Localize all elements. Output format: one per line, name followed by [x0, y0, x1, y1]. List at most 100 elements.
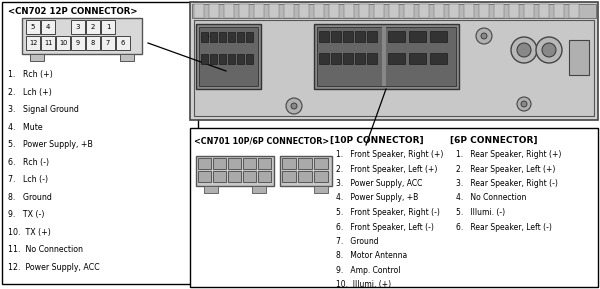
Circle shape	[542, 43, 556, 57]
Text: 7.   Lch (-): 7. Lch (-)	[8, 175, 48, 184]
Text: 11.  No Connection: 11. No Connection	[8, 245, 83, 254]
Bar	[228, 171, 241, 182]
Text: 10: 10	[59, 40, 67, 46]
Text: 7: 7	[248, 174, 251, 179]
Bar	[228, 54, 235, 64]
Text: 1.   Rch (+): 1. Rch (+)	[8, 70, 53, 79]
Bar	[298, 158, 312, 169]
Text: 7.   Ground: 7. Ground	[336, 237, 379, 246]
Text: 3: 3	[233, 161, 236, 166]
Bar	[26, 20, 40, 34]
Bar	[359, 4, 369, 18]
Bar	[343, 53, 353, 64]
Bar	[22, 18, 142, 54]
Bar	[86, 36, 100, 50]
Bar	[237, 32, 244, 42]
Bar	[367, 31, 377, 42]
Bar	[449, 4, 459, 18]
Bar	[343, 31, 353, 42]
Bar	[388, 53, 405, 64]
Bar	[299, 4, 309, 18]
Bar	[41, 20, 55, 34]
Text: 3: 3	[76, 24, 80, 30]
Bar	[101, 20, 115, 34]
Text: 4: 4	[46, 24, 50, 30]
Text: 3: 3	[287, 161, 290, 166]
Bar	[319, 53, 329, 64]
Text: 2.   Rear Speaker, Left (+): 2. Rear Speaker, Left (+)	[456, 164, 556, 173]
Text: 11: 11	[44, 40, 52, 46]
Bar	[382, 27, 386, 86]
Bar	[404, 4, 414, 18]
Text: 2: 2	[304, 161, 307, 166]
Text: [10P CONNECTOR]: [10P CONNECTOR]	[330, 136, 424, 145]
Text: 6.   Front Speaker, Left (-): 6. Front Speaker, Left (-)	[336, 223, 434, 231]
Text: 2.   Front Speaker, Left (+): 2. Front Speaker, Left (+)	[336, 164, 437, 173]
Bar	[86, 20, 100, 34]
Bar	[192, 4, 596, 18]
Bar	[389, 4, 399, 18]
Bar	[355, 53, 365, 64]
Bar	[228, 32, 235, 42]
Text: [6P CONNECTOR]: [6P CONNECTOR]	[450, 136, 538, 145]
Bar	[246, 54, 253, 64]
Text: 9.   Amp. Control: 9. Amp. Control	[336, 266, 401, 275]
Text: 6: 6	[121, 40, 125, 46]
Bar	[319, 31, 329, 42]
Text: 1: 1	[106, 24, 110, 30]
Bar	[198, 158, 211, 169]
Bar	[56, 36, 70, 50]
Circle shape	[286, 98, 302, 114]
Text: 5.   Power Supply, +B: 5. Power Supply, +B	[8, 140, 93, 149]
Text: 10.  Illumi. (+): 10. Illumi. (+)	[336, 281, 391, 289]
Bar	[284, 4, 294, 18]
Circle shape	[536, 37, 562, 63]
Bar	[569, 4, 579, 18]
Bar	[258, 171, 271, 182]
Text: 1.   Front Speaker, Right (+): 1. Front Speaker, Right (+)	[336, 150, 443, 159]
Bar	[314, 158, 328, 169]
Bar	[210, 54, 217, 64]
Text: 3.   Signal Ground: 3. Signal Ground	[8, 105, 79, 114]
Text: 4.   No Connection: 4. No Connection	[456, 194, 526, 203]
Bar	[71, 36, 85, 50]
Bar	[258, 158, 271, 169]
Bar	[314, 171, 328, 182]
Bar	[282, 171, 296, 182]
Text: 12.  Power Supply, ACC: 12. Power Supply, ACC	[8, 262, 100, 271]
Bar	[388, 31, 405, 42]
Bar	[243, 158, 256, 169]
Bar	[298, 171, 312, 182]
Circle shape	[517, 97, 531, 111]
Bar	[71, 20, 85, 34]
Text: 10.  TX (+): 10. TX (+)	[8, 227, 51, 236]
Text: 5: 5	[203, 161, 206, 166]
Text: 2: 2	[91, 24, 95, 30]
Text: 8: 8	[91, 40, 95, 46]
Text: 10: 10	[201, 174, 208, 179]
Bar	[196, 156, 274, 186]
Bar	[409, 31, 426, 42]
Text: <CN701 10P/6P CONNECTOR>: <CN701 10P/6P CONNECTOR>	[194, 137, 329, 146]
Text: 5.   Front Speaker, Right (-): 5. Front Speaker, Right (-)	[336, 208, 440, 217]
Text: 9.   TX (-): 9. TX (-)	[8, 210, 44, 219]
Text: 8: 8	[233, 174, 236, 179]
Text: 1: 1	[319, 161, 323, 166]
Bar	[2, 2, 198, 284]
Bar	[201, 54, 208, 64]
Text: 1: 1	[263, 161, 266, 166]
Circle shape	[521, 101, 527, 107]
Bar	[314, 24, 459, 89]
Bar	[367, 53, 377, 64]
Bar	[26, 36, 40, 50]
Bar	[41, 36, 55, 50]
Text: 6.   Rch (-): 6. Rch (-)	[8, 158, 49, 166]
Text: <CN702 12P CONNECTOR>: <CN702 12P CONNECTOR>	[8, 7, 137, 16]
Bar	[116, 36, 130, 50]
Text: 4: 4	[218, 161, 221, 166]
Bar	[419, 4, 429, 18]
Text: 1.   Rear Speaker, Right (+): 1. Rear Speaker, Right (+)	[456, 150, 562, 159]
Circle shape	[291, 103, 297, 109]
Text: 6.   Rear Speaker, Left (-): 6. Rear Speaker, Left (-)	[456, 223, 552, 231]
Bar	[199, 27, 258, 86]
